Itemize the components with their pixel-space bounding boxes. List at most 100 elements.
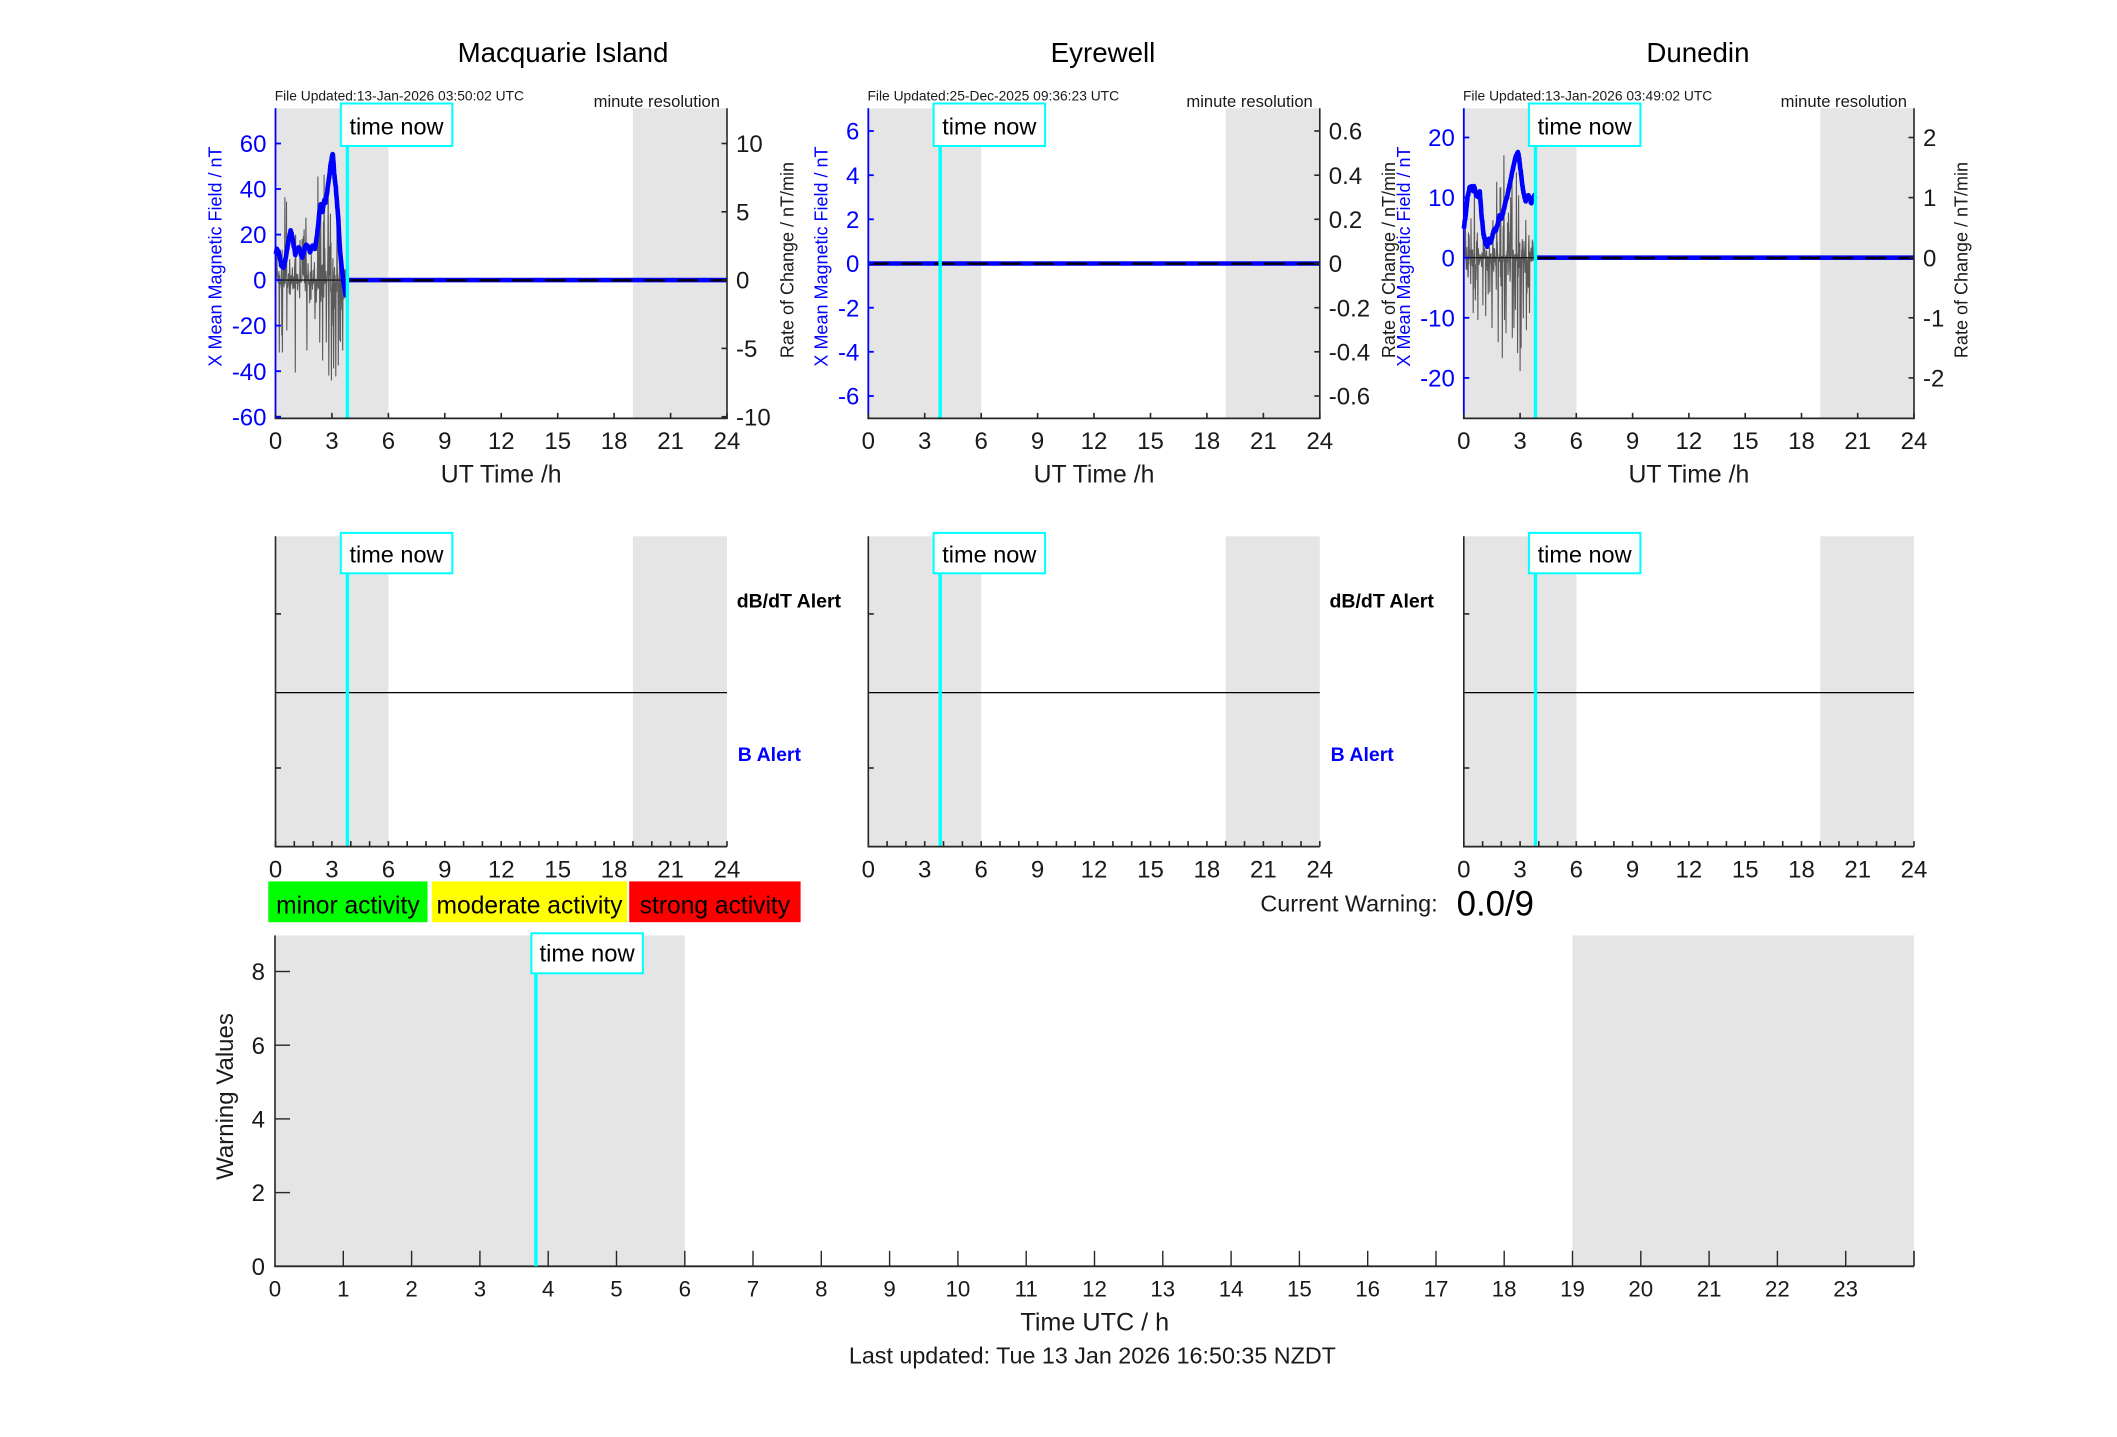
svg-text:minute resolution: minute resolution — [1186, 92, 1312, 111]
svg-text:-6: -6 — [838, 384, 859, 411]
svg-text:12: 12 — [1676, 856, 1703, 883]
svg-text:Warning Values: Warning Values — [212, 1013, 239, 1180]
svg-text:15: 15 — [1287, 1277, 1312, 1302]
svg-text:21: 21 — [657, 428, 684, 455]
svg-text:Rate of Change / nT/min: Rate of Change / nT/min — [777, 162, 797, 358]
svg-text:10: 10 — [1428, 185, 1455, 212]
svg-text:3: 3 — [325, 428, 338, 455]
svg-text:0: 0 — [269, 856, 282, 883]
svg-text:15: 15 — [544, 428, 571, 455]
svg-text:Eyrewell: Eyrewell — [1051, 37, 1156, 68]
svg-text:7: 7 — [747, 1277, 759, 1302]
svg-text:12: 12 — [1081, 428, 1108, 455]
svg-text:9: 9 — [1626, 856, 1639, 883]
svg-text:UT Time /h: UT Time /h — [1034, 461, 1155, 488]
svg-text:-10: -10 — [1420, 305, 1455, 332]
svg-text:9: 9 — [883, 1277, 895, 1302]
svg-text:Time UTC / h: Time UTC / h — [1020, 1309, 1169, 1337]
svg-text:File Updated:13-Jan-2026 03:50: File Updated:13-Jan-2026 03:50:02 UTC — [275, 89, 524, 104]
svg-text:4: 4 — [542, 1277, 554, 1302]
svg-text:24: 24 — [714, 428, 741, 455]
svg-text:-40: -40 — [232, 359, 267, 386]
svg-text:12: 12 — [1082, 1277, 1107, 1302]
svg-text:time now: time now — [942, 114, 1037, 140]
svg-text:6: 6 — [1570, 428, 1583, 455]
svg-text:18: 18 — [1194, 428, 1221, 455]
svg-text:24: 24 — [1901, 428, 1928, 455]
svg-text:11: 11 — [1015, 1277, 1038, 1302]
svg-text:time now: time now — [1538, 114, 1633, 140]
svg-text:3: 3 — [1513, 428, 1526, 455]
svg-text:-10: -10 — [736, 404, 771, 431]
svg-text:18: 18 — [1788, 856, 1815, 883]
svg-text:Macquarie Island: Macquarie Island — [458, 37, 669, 68]
svg-text:X Mean Magnetic Field / nT: X Mean Magnetic Field / nT — [1394, 146, 1414, 366]
svg-text:0: 0 — [1457, 428, 1470, 455]
svg-text:time now: time now — [1538, 542, 1633, 568]
svg-text:2: 2 — [1923, 125, 1936, 152]
svg-text:12: 12 — [1676, 428, 1703, 455]
svg-text:UT Time /h: UT Time /h — [1628, 461, 1749, 488]
svg-text:60: 60 — [240, 131, 267, 158]
svg-text:3: 3 — [325, 856, 338, 883]
svg-text:time now: time now — [942, 542, 1037, 568]
svg-text:21: 21 — [1250, 856, 1277, 883]
svg-text:0.0/9: 0.0/9 — [1457, 885, 1534, 924]
svg-text:18: 18 — [601, 856, 628, 883]
svg-text:1: 1 — [337, 1277, 349, 1302]
svg-text:moderate activity: moderate activity — [437, 892, 624, 919]
svg-text:9: 9 — [1031, 856, 1044, 883]
svg-text:3: 3 — [918, 428, 931, 455]
svg-text:0.4: 0.4 — [1329, 163, 1362, 190]
svg-text:4: 4 — [252, 1107, 265, 1134]
svg-text:23: 23 — [1833, 1277, 1858, 1302]
svg-text:-2: -2 — [1923, 366, 1944, 393]
svg-text:-20: -20 — [232, 313, 267, 340]
svg-text:dB/dT Alert: dB/dT Alert — [737, 590, 842, 612]
svg-text:1: 1 — [1923, 185, 1936, 212]
svg-text:File Updated:25-Dec-2025 09:36: File Updated:25-Dec-2025 09:36:23 UTC — [868, 89, 1120, 104]
svg-text:12: 12 — [488, 428, 515, 455]
svg-text:-60: -60 — [232, 404, 267, 431]
svg-text:minute resolution: minute resolution — [594, 92, 720, 111]
svg-text:12: 12 — [488, 856, 515, 883]
svg-text:0.6: 0.6 — [1329, 119, 1362, 146]
svg-text:4: 4 — [846, 163, 859, 190]
svg-text:-20: -20 — [1420, 366, 1455, 393]
svg-text:0: 0 — [269, 1277, 281, 1302]
svg-text:10: 10 — [736, 131, 763, 158]
svg-text:3: 3 — [918, 856, 931, 883]
svg-text:20: 20 — [240, 222, 267, 249]
svg-text:X Mean Magnetic Field / nT: X Mean Magnetic Field / nT — [206, 146, 226, 366]
svg-text:18: 18 — [1194, 856, 1221, 883]
svg-text:9: 9 — [438, 428, 451, 455]
svg-text:time now: time now — [539, 941, 635, 968]
svg-text:24: 24 — [1306, 428, 1333, 455]
svg-text:0: 0 — [1923, 245, 1936, 272]
svg-text:16: 16 — [1355, 1277, 1380, 1302]
svg-text:15: 15 — [1732, 428, 1759, 455]
svg-text:0: 0 — [252, 1254, 265, 1281]
svg-text:21: 21 — [657, 856, 684, 883]
svg-text:9: 9 — [438, 856, 451, 883]
svg-text:3: 3 — [474, 1277, 486, 1302]
svg-text:0: 0 — [846, 251, 859, 278]
svg-text:-1: -1 — [1923, 305, 1944, 332]
svg-text:Current Warning:: Current Warning: — [1260, 891, 1437, 917]
svg-text:5: 5 — [736, 199, 749, 226]
svg-text:21: 21 — [1844, 856, 1871, 883]
svg-text:9: 9 — [1031, 428, 1044, 455]
svg-text:time now: time now — [349, 542, 444, 568]
svg-text:6: 6 — [252, 1033, 265, 1060]
svg-text:6: 6 — [382, 856, 395, 883]
svg-text:Rate of Change / nT/min: Rate of Change / nT/min — [1379, 162, 1399, 358]
svg-text:19: 19 — [1560, 1277, 1585, 1302]
svg-text:21: 21 — [1844, 428, 1871, 455]
svg-text:0: 0 — [1441, 245, 1454, 272]
svg-text:24: 24 — [1306, 856, 1333, 883]
svg-text:Last updated: Tue 13 Jan 2026: Last updated: Tue 13 Jan 2026 16:50:35 N… — [849, 1343, 1336, 1369]
svg-text:0: 0 — [862, 856, 875, 883]
svg-text:6: 6 — [846, 119, 859, 146]
svg-text:-0.6: -0.6 — [1329, 384, 1370, 411]
svg-text:0: 0 — [862, 428, 875, 455]
